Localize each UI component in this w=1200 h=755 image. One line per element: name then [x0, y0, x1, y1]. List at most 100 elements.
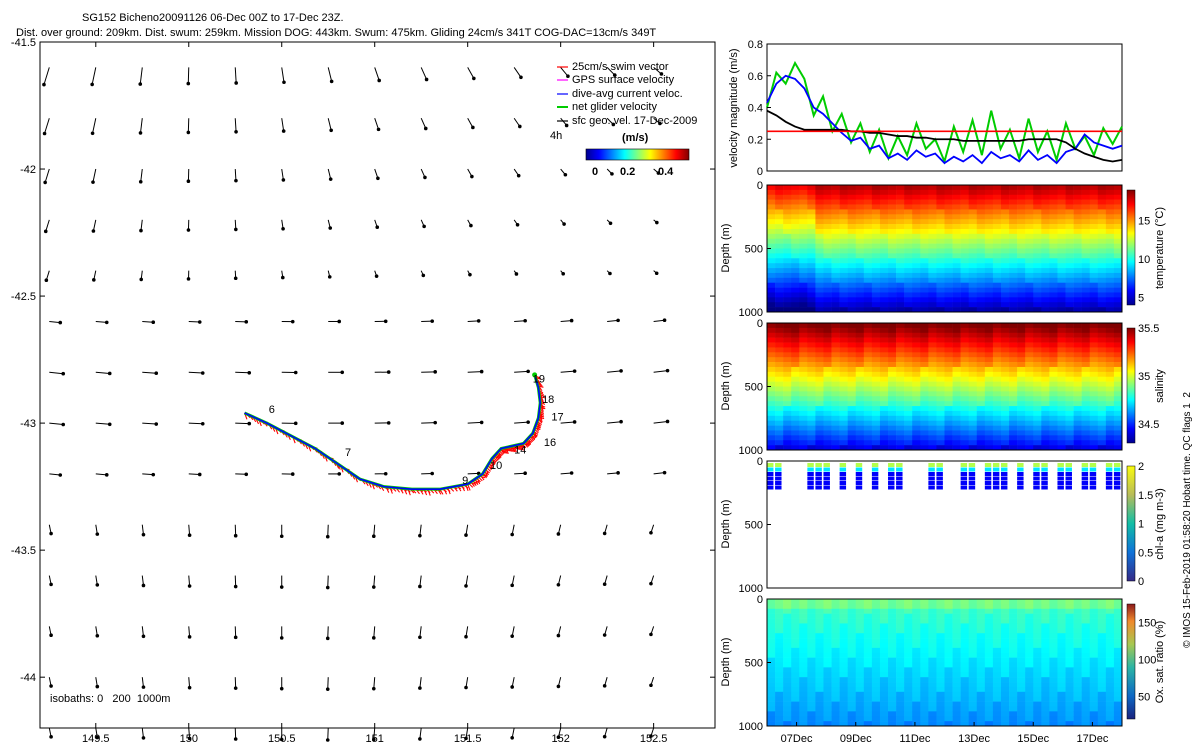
section-cell [840, 653, 848, 658]
section-cell [1033, 302, 1041, 307]
section-cell [864, 411, 872, 416]
section-cell [880, 263, 888, 268]
section-cell [783, 682, 791, 687]
section-cell [977, 229, 985, 234]
section-cell [832, 372, 840, 377]
section-cell [993, 486, 999, 490]
section-cell [1057, 367, 1065, 372]
section-cell [775, 258, 783, 263]
section-cell [1025, 623, 1033, 628]
section-cell [1090, 234, 1098, 239]
section-cell [1009, 263, 1017, 268]
section-cell [840, 343, 848, 348]
colorbar-tick-label: 1 [1138, 519, 1144, 531]
section-cell [977, 411, 985, 416]
section-cell [977, 702, 985, 707]
section-cell [936, 190, 944, 195]
section-cell [1057, 653, 1065, 658]
section-cell [1090, 278, 1098, 283]
section-cell [904, 292, 912, 297]
section-cell [832, 426, 840, 431]
section-cell [1114, 253, 1122, 258]
section-cell [1114, 377, 1122, 382]
section-cell [775, 239, 783, 244]
section-cell [912, 195, 920, 200]
section-cell [791, 239, 799, 244]
section-cell [880, 244, 888, 249]
section-cell [1098, 292, 1106, 297]
section-cell [880, 195, 888, 200]
section-cell [1025, 416, 1033, 421]
section-cell [880, 200, 888, 205]
section-cell [1009, 352, 1017, 357]
section-cell [880, 362, 888, 367]
section-cell [888, 302, 896, 307]
section-cell [928, 716, 936, 721]
section-cell [856, 263, 864, 268]
section-cell [896, 687, 904, 692]
geo-velocity-arrow [514, 420, 530, 424]
section-cell [936, 283, 944, 288]
section-cell [1033, 224, 1041, 229]
section-cell [1033, 244, 1041, 249]
section-cell [1106, 643, 1114, 648]
section-cell [888, 396, 896, 401]
section-cell [807, 372, 815, 377]
section-cell [961, 604, 969, 609]
section-cell [904, 692, 912, 697]
geo-velocity-arrow [607, 471, 620, 475]
section-cell [961, 200, 969, 205]
section-cell [832, 599, 840, 604]
section-cell [1090, 391, 1098, 396]
section-cell [783, 677, 791, 682]
section-cell [912, 377, 920, 382]
section-cell [1041, 377, 1049, 382]
section-cell [1082, 229, 1090, 234]
section-cell [945, 653, 953, 658]
section-cell [832, 658, 840, 663]
section-cell [1025, 362, 1033, 367]
section-cell [1090, 347, 1098, 352]
section-cell [985, 411, 993, 416]
section-cell [945, 283, 953, 288]
section-cell [1082, 711, 1090, 716]
section-cell [864, 387, 872, 392]
section-cell [993, 190, 1001, 195]
section-cell [815, 224, 823, 229]
section-cell [823, 278, 831, 283]
section-cell [945, 253, 953, 258]
section-cell [945, 619, 953, 624]
section-cell [1114, 672, 1122, 677]
section-cell [799, 328, 807, 333]
section-cell [856, 323, 864, 328]
section-cell [1033, 421, 1041, 426]
section-cell [864, 687, 872, 692]
section-cell [799, 628, 807, 633]
section-cell [920, 239, 928, 244]
section-cell [1025, 391, 1033, 396]
section-cell [880, 258, 888, 263]
section-cell [953, 658, 961, 663]
section-cell [1049, 697, 1057, 702]
section-cell [864, 347, 872, 352]
section-cell [1001, 244, 1009, 249]
section-cell [993, 273, 1001, 278]
section-cell [1082, 638, 1090, 643]
section-cell [783, 609, 791, 614]
section-cell [1009, 426, 1017, 431]
section-cell [1001, 463, 1007, 467]
geo-velocity-arrow [375, 370, 391, 374]
section-cell [1114, 648, 1122, 653]
section-cell [880, 623, 888, 628]
section-cell [961, 333, 969, 338]
section-cell [767, 663, 775, 668]
section-cell [1106, 663, 1114, 668]
section-cell [1025, 643, 1033, 648]
section-cell [888, 697, 896, 702]
section-cell [1074, 440, 1082, 445]
section-cell [1082, 338, 1090, 343]
section-cell [888, 638, 896, 643]
section-cell [1041, 711, 1049, 716]
section-cell [912, 638, 920, 643]
section-cell [880, 323, 888, 328]
